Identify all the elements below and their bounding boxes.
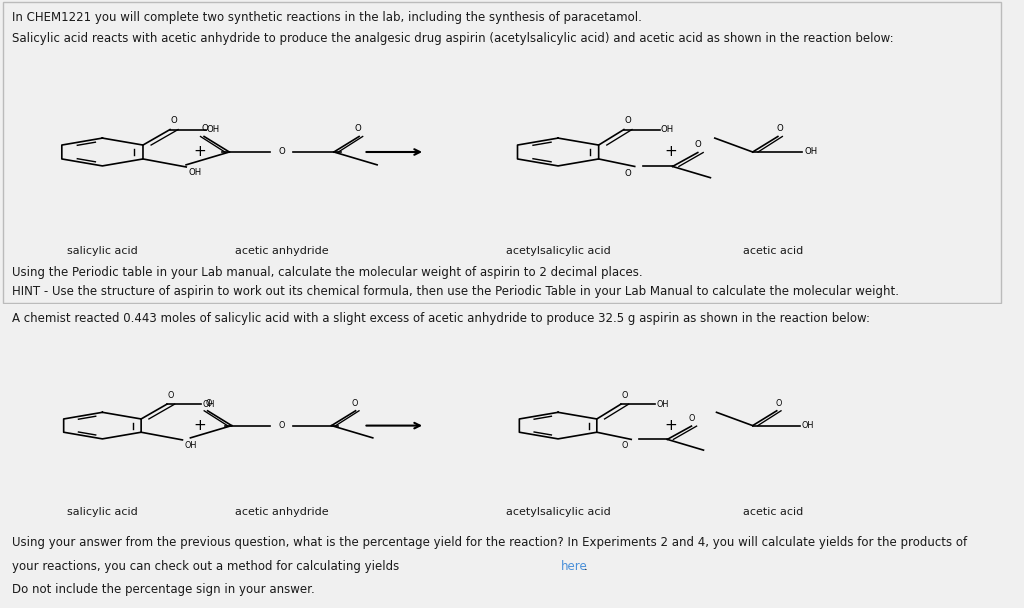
Text: salicylic acid: salicylic acid — [67, 507, 138, 517]
Text: O: O — [688, 414, 694, 423]
Text: +: + — [194, 145, 206, 159]
Text: +: + — [665, 145, 677, 159]
Text: OH: OH — [188, 168, 201, 178]
Text: O: O — [202, 124, 208, 133]
Text: Salicylic acid reacts with acetic anhydride to produce the analgesic drug aspiri: Salicylic acid reacts with acetic anhydr… — [12, 32, 894, 45]
Text: O: O — [171, 116, 177, 125]
Text: OH: OH — [660, 125, 674, 134]
Text: O: O — [694, 140, 701, 150]
Text: Do not include the percentage sign in your answer.: Do not include the percentage sign in yo… — [12, 583, 315, 596]
Text: OH: OH — [202, 399, 215, 409]
Text: O: O — [279, 421, 285, 430]
Text: salicylic acid: salicylic acid — [67, 246, 138, 256]
Text: OH: OH — [184, 441, 197, 450]
Text: Using the Periodic table in your Lab manual, calculate the molecular weight of a: Using the Periodic table in your Lab man… — [12, 266, 643, 278]
Text: acetic acid: acetic acid — [743, 507, 803, 517]
Text: O: O — [279, 148, 285, 156]
Text: O: O — [776, 124, 783, 133]
Text: Using your answer from the previous question, what is the percentage yield for t: Using your answer from the previous ques… — [12, 536, 968, 549]
Text: +: + — [194, 418, 206, 433]
Text: OH: OH — [207, 125, 220, 134]
Text: OH: OH — [804, 148, 817, 156]
Text: +: + — [665, 418, 677, 433]
Text: acetic acid: acetic acid — [743, 246, 803, 256]
Text: O: O — [168, 390, 174, 399]
Text: A chemist reacted 0.443 moles of salicylic acid with a slight excess of acetic a: A chemist reacted 0.443 moles of salicyl… — [12, 312, 870, 325]
Text: acetylsalicylic acid: acetylsalicylic acid — [506, 246, 610, 256]
Text: OH: OH — [656, 399, 669, 409]
Text: acetic anhydride: acetic anhydride — [234, 507, 329, 517]
Text: here: here — [561, 561, 588, 573]
Text: O: O — [355, 124, 361, 133]
Text: In CHEM1221 you will complete two synthetic reactions in the lab, including the : In CHEM1221 you will complete two synthe… — [12, 11, 642, 24]
Text: O: O — [622, 390, 628, 399]
Text: HINT - Use the structure of aspirin to work out its chemical formula, then use t: HINT - Use the structure of aspirin to w… — [12, 285, 899, 299]
Text: acetic anhydride: acetic anhydride — [234, 246, 329, 256]
Text: O: O — [625, 116, 632, 125]
Text: O: O — [775, 399, 781, 408]
Text: O: O — [205, 399, 212, 408]
Text: O: O — [625, 168, 631, 178]
Text: acetylsalicylic acid: acetylsalicylic acid — [506, 507, 610, 517]
Text: O: O — [622, 441, 628, 451]
Text: O: O — [351, 399, 358, 408]
Text: your reactions, you can check out a method for calculating yields: your reactions, you can check out a meth… — [12, 561, 403, 573]
Text: .: . — [584, 561, 588, 573]
Text: OH: OH — [802, 421, 814, 430]
